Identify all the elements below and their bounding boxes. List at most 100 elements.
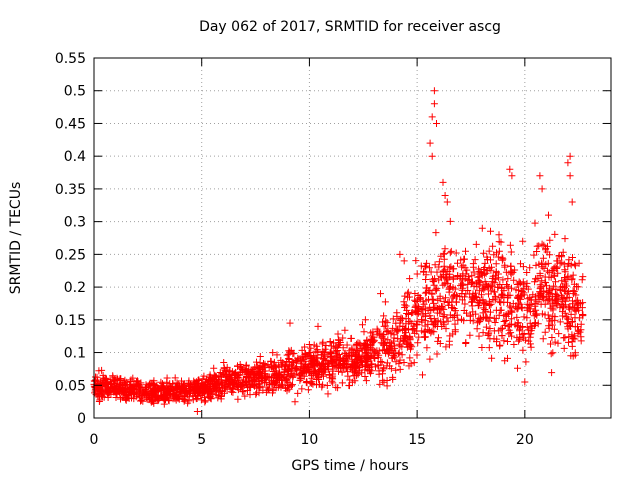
data-point bbox=[478, 224, 486, 232]
data-point bbox=[391, 344, 399, 352]
data-point bbox=[503, 281, 510, 288]
data-point bbox=[415, 333, 423, 341]
data-point bbox=[316, 361, 324, 369]
data-point bbox=[446, 249, 454, 257]
data-point bbox=[548, 321, 556, 329]
data-point bbox=[540, 264, 548, 272]
data-point bbox=[309, 357, 317, 364]
data-point bbox=[248, 377, 256, 385]
data-point bbox=[117, 375, 125, 383]
data-point bbox=[312, 370, 320, 378]
data-point bbox=[202, 397, 209, 405]
data-point bbox=[464, 280, 472, 288]
data-point bbox=[413, 270, 421, 278]
data-point bbox=[519, 237, 527, 245]
data-point bbox=[508, 284, 515, 292]
data-point bbox=[443, 314, 451, 322]
data-point bbox=[473, 325, 481, 333]
data-point bbox=[543, 282, 550, 290]
data-point bbox=[362, 343, 370, 351]
data-point bbox=[419, 306, 427, 313]
data-point bbox=[523, 279, 531, 287]
data-point bbox=[518, 303, 525, 311]
data-point bbox=[427, 329, 435, 337]
data-point bbox=[399, 337, 407, 345]
data-point bbox=[487, 227, 494, 235]
data-point bbox=[538, 185, 546, 193]
data-point bbox=[482, 323, 490, 331]
data-point bbox=[438, 302, 446, 310]
data-point bbox=[162, 396, 169, 404]
data-point bbox=[256, 368, 264, 376]
data-point bbox=[430, 281, 438, 289]
data-point bbox=[525, 337, 533, 345]
data-point bbox=[380, 378, 388, 386]
data-point bbox=[462, 339, 470, 346]
data-point bbox=[501, 322, 509, 329]
data-point bbox=[420, 328, 428, 336]
data-point bbox=[523, 323, 531, 331]
data-point bbox=[392, 319, 400, 327]
data-point bbox=[524, 285, 532, 293]
data-point bbox=[208, 376, 216, 384]
data-point bbox=[382, 317, 390, 325]
data-point bbox=[540, 287, 548, 295]
data-point bbox=[193, 408, 201, 415]
data-point bbox=[556, 318, 564, 326]
data-point bbox=[416, 295, 424, 303]
data-point bbox=[551, 338, 559, 346]
data-point bbox=[498, 256, 506, 264]
data-point bbox=[442, 343, 450, 351]
data-point bbox=[348, 360, 356, 368]
data-point bbox=[523, 269, 531, 276]
data-point bbox=[414, 303, 422, 310]
data-point bbox=[343, 364, 350, 372]
data-point bbox=[302, 361, 309, 369]
data-point bbox=[530, 251, 538, 259]
data-point bbox=[371, 355, 379, 362]
data-point bbox=[521, 378, 529, 386]
data-point bbox=[497, 299, 505, 307]
data-point bbox=[123, 382, 131, 390]
data-point bbox=[440, 250, 448, 258]
data-point bbox=[549, 312, 557, 320]
data-point bbox=[484, 332, 492, 339]
data-point bbox=[297, 357, 305, 365]
data-point bbox=[538, 259, 546, 267]
data-point bbox=[375, 370, 383, 378]
data-point bbox=[223, 373, 231, 381]
data-point bbox=[391, 353, 398, 361]
data-point bbox=[383, 377, 391, 384]
data-point bbox=[466, 312, 474, 320]
data-point bbox=[475, 317, 483, 325]
data-point bbox=[449, 275, 457, 283]
data-point bbox=[175, 395, 183, 403]
data-point bbox=[466, 290, 474, 298]
data-point bbox=[506, 241, 514, 249]
data-point bbox=[547, 350, 555, 358]
data-point bbox=[410, 359, 418, 367]
data-point bbox=[102, 378, 110, 386]
data-point bbox=[277, 356, 285, 364]
data-point bbox=[430, 100, 438, 108]
data-point bbox=[380, 347, 388, 354]
data-point bbox=[422, 333, 429, 341]
data-point bbox=[561, 268, 569, 276]
data-point bbox=[290, 349, 298, 357]
data-point bbox=[407, 360, 415, 368]
data-point bbox=[472, 240, 480, 248]
data-point bbox=[326, 371, 333, 379]
data-point bbox=[427, 268, 435, 276]
y-tick-label: 0.25 bbox=[55, 247, 86, 263]
data-point bbox=[526, 333, 534, 341]
data-point bbox=[462, 247, 469, 255]
data-point bbox=[527, 296, 535, 304]
data-point bbox=[518, 292, 525, 300]
data-point bbox=[303, 378, 311, 385]
data-point bbox=[307, 344, 315, 352]
data-point bbox=[451, 285, 459, 293]
data-point bbox=[234, 395, 242, 403]
data-point bbox=[540, 241, 548, 249]
data-point bbox=[267, 358, 275, 365]
data-point bbox=[501, 261, 509, 269]
